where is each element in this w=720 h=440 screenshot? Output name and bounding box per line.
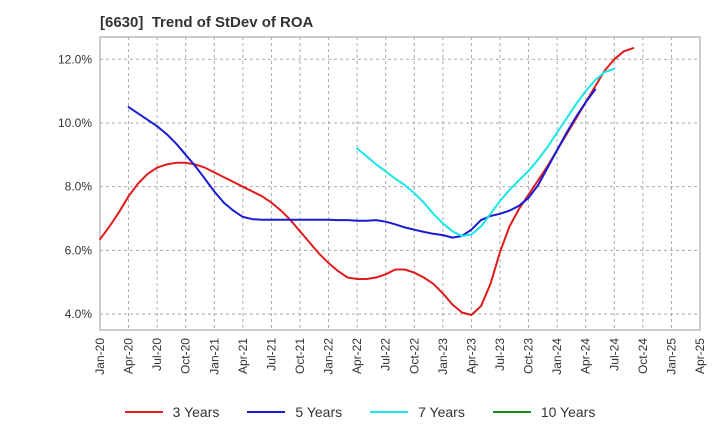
x-tick-label: Jan-21 bbox=[207, 338, 221, 375]
x-tick-label: Oct-24 bbox=[636, 338, 650, 374]
chart-title-text: Trend of StDev of ROA bbox=[151, 14, 314, 31]
x-tick-label: Apr-25 bbox=[693, 338, 707, 374]
legend-item-3-years: 3 Years bbox=[124, 404, 220, 420]
x-tick-label: Jan-24 bbox=[550, 338, 564, 375]
plot-area bbox=[99, 36, 701, 331]
x-tick-label: Apr-22 bbox=[350, 338, 364, 374]
y-tick-label: 4.0% bbox=[65, 307, 93, 321]
x-tick-label: Jul-21 bbox=[264, 338, 278, 371]
chart-title: [6630] Trend of StDev of ROA bbox=[100, 14, 313, 31]
y-tick-label: 10.0% bbox=[58, 116, 92, 130]
x-tick-label: Jul-20 bbox=[150, 338, 164, 371]
x-tick-label: Apr-21 bbox=[236, 338, 250, 374]
legend-item-10-years: 10 Years bbox=[492, 404, 596, 420]
x-tick-label: Oct-22 bbox=[407, 338, 421, 374]
legend-swatch-7-years bbox=[370, 411, 409, 413]
x-tick-label: Jan-20 bbox=[93, 338, 107, 375]
y-tick-label: 6.0% bbox=[65, 243, 93, 257]
series-line-7-years bbox=[356, 67, 616, 237]
y-tick-label: 8.0% bbox=[65, 180, 93, 194]
legend-label-7-years: 7 Years bbox=[418, 404, 465, 420]
x-tick-label: Apr-24 bbox=[579, 338, 593, 374]
series-line-3-years bbox=[99, 47, 635, 316]
legend-swatch-5-years bbox=[247, 411, 286, 413]
x-tick-label: Jul-23 bbox=[493, 338, 507, 371]
legend-label-10-years: 10 Years bbox=[540, 404, 596, 420]
x-tick-label: Oct-23 bbox=[522, 338, 536, 374]
series-line-5-years bbox=[127, 88, 597, 239]
x-tick-label: Jan-23 bbox=[436, 338, 450, 375]
legend-label-3-years: 3 Years bbox=[172, 404, 220, 420]
legend-swatch-10-years bbox=[492, 411, 531, 413]
x-tick-label: Jul-24 bbox=[607, 338, 621, 371]
x-tick-label: Jan-25 bbox=[664, 338, 678, 375]
legend-item-7-years: 7 Years bbox=[370, 404, 465, 420]
x-tick-label: Oct-20 bbox=[179, 338, 193, 374]
legend-swatch-3-years bbox=[124, 411, 163, 413]
x-tick-label: Jan-22 bbox=[322, 338, 336, 375]
legend-label-5-years: 5 Years bbox=[295, 404, 343, 420]
chart-legend: 3 Years 5 Years 7 Years 10 Years bbox=[0, 404, 720, 420]
x-tick-label: Jul-22 bbox=[379, 338, 393, 371]
chart-code: [6630] bbox=[100, 14, 144, 31]
y-tick-label: 12.0% bbox=[58, 52, 92, 66]
x-tick-label: Apr-23 bbox=[464, 338, 478, 374]
legend-item-5-years: 5 Years bbox=[247, 404, 342, 420]
x-tick-label: Apr-20 bbox=[122, 338, 136, 374]
x-tick-label: Oct-21 bbox=[293, 338, 307, 374]
